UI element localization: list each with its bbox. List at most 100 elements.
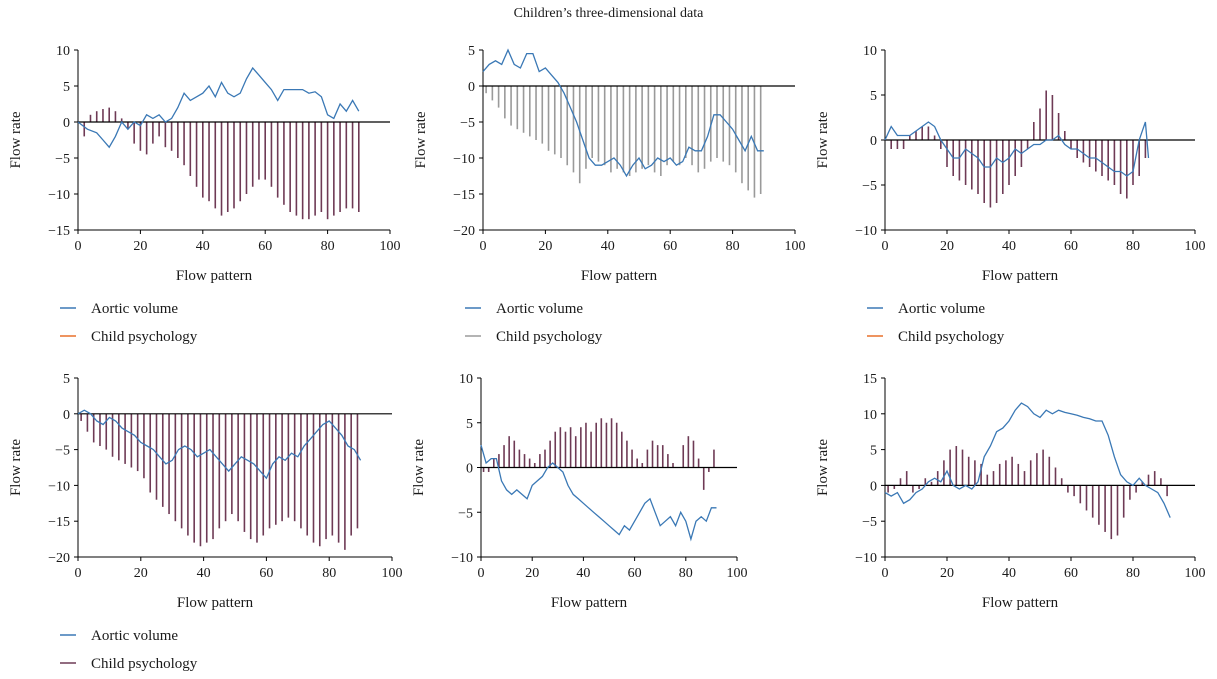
x-axis-label: Flow pattern bbox=[982, 268, 1059, 284]
series-line bbox=[884, 402, 1171, 518]
y-tick-label: −10 bbox=[48, 188, 70, 203]
x-tick-label: 60 bbox=[259, 566, 273, 581]
x-tick-label: 80 bbox=[1126, 566, 1140, 581]
y-tick-label: −5 bbox=[55, 444, 70, 459]
x-tick-label: 40 bbox=[601, 239, 615, 254]
x-tick-label: 100 bbox=[727, 566, 748, 581]
x-axis-label: Flow pattern bbox=[176, 268, 253, 284]
y-tick-label: −5 bbox=[460, 116, 475, 131]
y-tick-label: −10 bbox=[855, 551, 877, 566]
y-tick-label: −15 bbox=[48, 515, 70, 530]
y-tick-label: −10 bbox=[855, 224, 877, 239]
y-tick-label: −20 bbox=[453, 224, 475, 239]
y-axis-label: Flow rate bbox=[815, 111, 831, 168]
legend-label: Aortic volume bbox=[898, 301, 985, 317]
x-axis-label: Flow pattern bbox=[177, 595, 254, 611]
y-axis-label: Flow rate bbox=[815, 439, 831, 496]
x-tick-label: 100 bbox=[785, 239, 806, 254]
y-tick-label: 10 bbox=[56, 44, 70, 59]
y-tick-label: 0 bbox=[468, 80, 475, 95]
legend-label: Child psychology bbox=[496, 329, 603, 345]
x-tick-label: 80 bbox=[726, 239, 740, 254]
x-tick-label: 20 bbox=[940, 239, 954, 254]
x-axis-label: Flow pattern bbox=[551, 595, 628, 611]
chart-panel-4: 5 0 −5 −10 −15 −20 0 20 40 60 80 100 Flow pattern Flo… bbox=[8, 372, 403, 672]
y-tick-label: 10 bbox=[459, 372, 473, 387]
y-tick-label: −10 bbox=[451, 551, 473, 566]
chart-panel-2: 5 0 −5 −10 −15 −20 0 20 40 60 80 100 Flow pattern Flo… bbox=[413, 44, 806, 345]
y-tick-label: 5 bbox=[468, 44, 475, 59]
y-tick-label: −5 bbox=[458, 506, 473, 521]
y-tick-label: −5 bbox=[862, 515, 877, 530]
y-axis-label: Flow rate bbox=[8, 111, 24, 168]
y-tick-label: 5 bbox=[63, 372, 70, 387]
x-tick-label: 80 bbox=[1126, 239, 1140, 254]
y-tick-label: 10 bbox=[863, 408, 877, 423]
x-tick-label: 60 bbox=[258, 239, 272, 254]
x-tick-label: 40 bbox=[197, 566, 211, 581]
x-tick-label: 100 bbox=[1185, 239, 1206, 254]
y-tick-label: −5 bbox=[55, 152, 70, 167]
series-line bbox=[884, 121, 1150, 177]
figure-title: Children’s three-dimensional data bbox=[513, 6, 704, 21]
x-tick-label: 60 bbox=[628, 566, 642, 581]
series-line bbox=[480, 444, 717, 542]
y-axis-label: Flow rate bbox=[8, 439, 24, 496]
chart-panel-3: 10 5 0 −5 −10 0 20 40 60 80 100 Flow pattern Flow ra… bbox=[815, 44, 1206, 345]
y-tick-label: 0 bbox=[870, 134, 877, 149]
series-line bbox=[77, 66, 360, 149]
y-tick-label: 0 bbox=[870, 479, 877, 494]
y-tick-label: −20 bbox=[48, 551, 70, 566]
x-tick-label: 40 bbox=[1002, 239, 1016, 254]
y-axis-label: Flow rate bbox=[413, 111, 429, 168]
x-tick-label: 40 bbox=[1002, 566, 1016, 581]
y-tick-label: 0 bbox=[63, 408, 70, 423]
y-tick-label: 15 bbox=[863, 372, 877, 387]
series-line bbox=[77, 409, 362, 480]
x-tick-label: 100 bbox=[380, 239, 401, 254]
y-tick-label: 5 bbox=[870, 444, 877, 459]
y-axis-label: Flow rate bbox=[411, 439, 427, 496]
y-tick-label: −10 bbox=[453, 152, 475, 167]
y-tick-label: 0 bbox=[63, 116, 70, 131]
x-tick-label: 0 bbox=[75, 239, 82, 254]
series-line bbox=[482, 48, 764, 178]
legend-label: Aortic volume bbox=[496, 301, 583, 317]
chart-panel-5: 10 5 0 −5 −10 0 20 40 60 80 100 Flow pattern Flow ra… bbox=[411, 372, 748, 611]
y-tick-label: 5 bbox=[466, 417, 473, 432]
y-tick-label: −10 bbox=[48, 479, 70, 494]
y-tick-label: 0 bbox=[466, 462, 473, 477]
x-tick-label: 20 bbox=[525, 566, 539, 581]
x-tick-label: 80 bbox=[679, 566, 693, 581]
x-tick-label: 60 bbox=[1064, 239, 1078, 254]
y-tick-label: 5 bbox=[870, 89, 877, 104]
x-axis-label: Flow pattern bbox=[581, 268, 658, 284]
x-tick-label: 20 bbox=[133, 239, 147, 254]
x-tick-label: 40 bbox=[196, 239, 210, 254]
x-tick-label: 0 bbox=[75, 566, 82, 581]
x-tick-label: 0 bbox=[882, 239, 889, 254]
x-axis-label: Flow pattern bbox=[982, 595, 1059, 611]
x-tick-label: 0 bbox=[480, 239, 487, 254]
legend-label: Child psychology bbox=[91, 329, 198, 345]
legend-label: Child psychology bbox=[898, 329, 1005, 345]
x-tick-label: 100 bbox=[1185, 566, 1206, 581]
chart-panel-1: 10 5 0 −5 −10 −15 0 20 40 60 80 100 Flow pattern Flow… bbox=[8, 44, 401, 345]
y-tick-label: −15 bbox=[48, 224, 70, 239]
x-tick-label: 20 bbox=[940, 566, 954, 581]
legend-label: Aortic volume bbox=[91, 628, 178, 644]
legend-label: Child psychology bbox=[91, 656, 198, 672]
y-tick-label: −5 bbox=[862, 179, 877, 194]
y-tick-label: −15 bbox=[453, 188, 475, 203]
chart-panel-6: 15 10 5 0 −5 −10 0 20 40 60 80 100 Flow pattern Flow … bbox=[815, 372, 1206, 611]
x-tick-label: 20 bbox=[538, 239, 552, 254]
x-tick-label: 80 bbox=[321, 239, 335, 254]
x-tick-label: 100 bbox=[382, 566, 403, 581]
y-tick-label: 5 bbox=[63, 80, 70, 95]
y-tick-label: 10 bbox=[863, 44, 877, 59]
x-tick-label: 0 bbox=[478, 566, 485, 581]
x-tick-label: 20 bbox=[134, 566, 148, 581]
x-tick-label: 80 bbox=[322, 566, 336, 581]
legend-label: Aortic volume bbox=[91, 301, 178, 317]
